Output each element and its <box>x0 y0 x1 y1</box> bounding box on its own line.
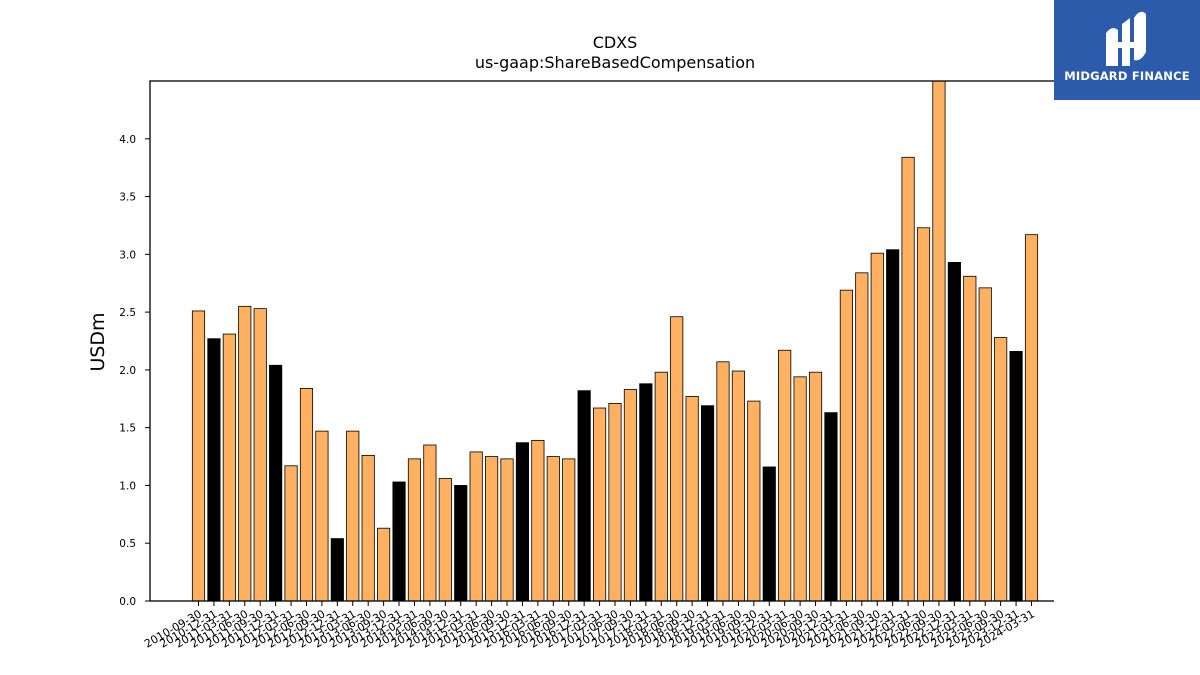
bar-2021-06-30 <box>855 272 869 602</box>
bar-2021-09-30 <box>870 252 884 602</box>
bar-2022-09-30 <box>932 80 946 602</box>
bar-2023-03-31 <box>963 275 977 602</box>
bar-2014-06-30 <box>423 444 437 602</box>
bar-2010-12-31 <box>207 338 221 602</box>
bar-2018-06-30 <box>670 316 684 602</box>
bars-group <box>191 80 1039 602</box>
bar-2021-12-31 <box>886 249 900 602</box>
bar-2023-06-30 <box>978 287 992 602</box>
bar-2018-09-30 <box>685 396 699 602</box>
bar-2023-09-30 <box>994 337 1008 602</box>
bar-2019-09-30 <box>747 400 761 602</box>
bar-2012-09-30 <box>315 430 329 602</box>
y-tick-label: 3.5 <box>119 192 136 204</box>
plot-frame <box>149 80 1054 602</box>
bar-2016-06-30 <box>546 456 560 602</box>
bar-2016-03-31 <box>531 439 545 602</box>
bar-2013-06-30 <box>361 454 375 602</box>
bar-2018-03-31 <box>654 371 668 602</box>
bar-2012-06-30 <box>299 387 314 602</box>
brand-name: MIDGARD FINANCE <box>1064 69 1190 83</box>
bar-2020-09-30 <box>808 371 823 602</box>
chart-title: CDXS <box>593 33 638 52</box>
bar-2014-12-31 <box>454 485 468 602</box>
bar-2016-12-31 <box>577 390 591 602</box>
bar-2010-09-30 <box>191 310 206 602</box>
y-tick-label: 2.5 <box>119 307 136 319</box>
y-tick-label: 4.0 <box>119 134 136 146</box>
bar-2017-12-31 <box>639 383 653 602</box>
y-tick-label: 0.5 <box>119 538 136 550</box>
bar-2021-03-31 <box>839 289 853 602</box>
bar-2014-03-31 <box>407 458 422 602</box>
bar-2012-03-31 <box>284 465 298 602</box>
bar-2013-12-31 <box>392 481 406 602</box>
bar-2014-09-30 <box>438 478 452 602</box>
bar-2017-09-30 <box>623 389 638 602</box>
bar-2016-09-30 <box>562 458 576 602</box>
bar-2022-12-31 <box>947 262 961 602</box>
bar-2019-06-30 <box>731 370 745 602</box>
brand-logo: MIDGARD FINANCE <box>1054 0 1200 100</box>
bar-2023-12-31 <box>1009 350 1023 602</box>
bar-2019-12-31 <box>762 466 776 602</box>
bar-2017-06-30 <box>608 402 622 602</box>
bar-2022-03-31 <box>901 156 915 602</box>
bar-2015-12-31 <box>515 442 530 602</box>
bar-2011-06-30 <box>238 305 252 602</box>
bar-2011-03-31 <box>222 333 236 602</box>
y-tick-label: 1.5 <box>119 423 136 435</box>
bar-2011-09-30 <box>253 308 267 602</box>
bar-2013-09-30 <box>377 527 391 602</box>
bar-2020-03-31 <box>778 349 792 602</box>
bar-2020-12-31 <box>824 412 838 602</box>
x-axis: 2010-09-302010-12-312011-03-312011-06-30… <box>142 601 1037 651</box>
bar-2019-03-31 <box>716 361 730 602</box>
bar-2024-03-31 <box>1024 234 1039 602</box>
bar-2012-12-31 <box>330 538 344 602</box>
chart-subtitle: us-gaap:ShareBasedCompensation <box>475 53 755 72</box>
bar-2015-06-30 <box>485 456 499 602</box>
bar-2022-06-30 <box>916 227 931 602</box>
bar-2013-03-31 <box>346 430 360 602</box>
bar-2011-12-31 <box>269 364 283 602</box>
y-tick-label: 2.0 <box>119 365 136 377</box>
bar-chart: CDXS us-gaap:ShareBasedCompensation USDm… <box>87 33 1054 651</box>
y-axis: 0.0 0.5 1.0 1.5 2.0 2.5 3.0 3.5 4.0 <box>119 134 150 608</box>
y-tick-label: 0.0 <box>119 596 136 608</box>
y-axis-label: USDm <box>87 312 109 371</box>
y-tick-label: 1.0 <box>119 480 136 492</box>
bar-2015-03-31 <box>469 451 483 602</box>
bar-2020-06-30 <box>793 376 807 602</box>
bar-2017-03-31 <box>593 407 607 602</box>
y-tick-label: 3.0 <box>119 249 136 261</box>
bar-2018-12-31 <box>700 405 715 602</box>
bar-2015-09-30 <box>500 458 514 602</box>
midgard-logo-icon <box>1106 11 1146 66</box>
